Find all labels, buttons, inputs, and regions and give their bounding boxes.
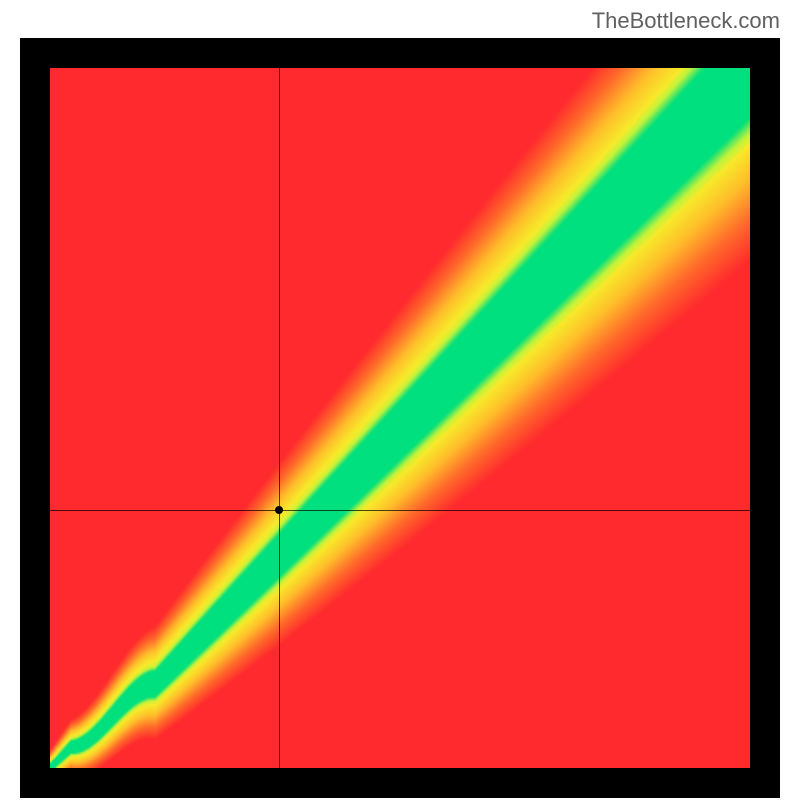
crosshair-vertical <box>279 68 280 768</box>
crosshair-marker <box>275 506 283 514</box>
watermark-text: TheBottleneck.com <box>592 8 780 34</box>
chart-outer-frame <box>20 38 780 798</box>
crosshair-horizontal <box>50 510 750 511</box>
heatmap-canvas <box>50 68 750 768</box>
plot-area <box>50 68 750 768</box>
